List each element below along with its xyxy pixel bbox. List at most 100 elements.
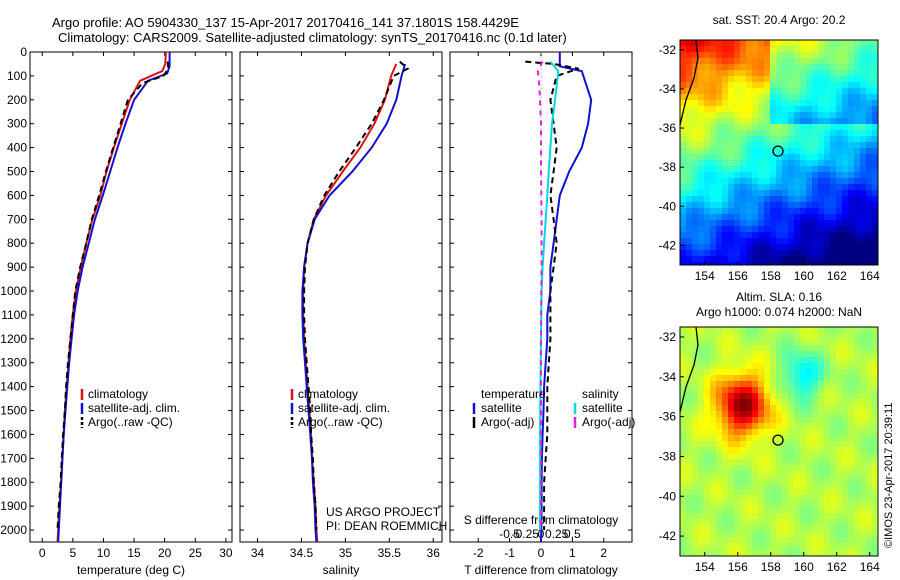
map-cell xyxy=(698,381,704,387)
map-cell xyxy=(782,64,788,70)
map-cell xyxy=(800,238,806,244)
map-cell xyxy=(686,477,692,483)
watermark: ©IMOS 23-Apr-2017 20:39:11 xyxy=(883,403,895,548)
map-cell xyxy=(872,387,878,393)
map-cell xyxy=(752,142,758,148)
map-cell xyxy=(860,238,866,244)
map-cell xyxy=(860,202,866,208)
map-cell xyxy=(872,453,878,459)
map-cell xyxy=(788,423,794,429)
map-cell xyxy=(764,256,770,262)
lat-tick-label: -40 xyxy=(659,199,677,213)
map-cell xyxy=(752,351,758,357)
map-cell xyxy=(710,477,716,483)
map-cell xyxy=(692,124,698,130)
map-cell xyxy=(794,52,800,58)
map-cell xyxy=(836,130,842,136)
map-cell xyxy=(812,166,818,172)
map-cell xyxy=(854,46,860,52)
map-cell xyxy=(734,160,740,166)
map-cell xyxy=(860,100,866,106)
map-cell xyxy=(692,477,698,483)
map-cell xyxy=(740,88,746,94)
map-cell xyxy=(812,357,818,363)
map-cell xyxy=(722,220,728,226)
map-cell xyxy=(686,142,692,148)
map-cell xyxy=(770,543,776,549)
map-cell xyxy=(716,393,722,399)
map-cell xyxy=(716,124,722,130)
map-cell xyxy=(788,82,794,88)
map-cell xyxy=(716,327,722,333)
map-cell xyxy=(788,244,794,250)
map-cell xyxy=(872,399,878,405)
map-cell xyxy=(770,58,776,64)
map-cell xyxy=(764,160,770,166)
map-cell xyxy=(758,172,764,178)
map-cell xyxy=(872,543,878,549)
map-cell xyxy=(794,118,800,124)
map-cell xyxy=(794,64,800,70)
map-cell xyxy=(824,417,830,423)
map-cell xyxy=(692,262,698,265)
map-cell xyxy=(686,196,692,202)
map-cell xyxy=(740,435,746,441)
map-cell xyxy=(710,76,716,82)
map-cell xyxy=(854,130,860,136)
map-cell xyxy=(794,549,800,555)
lat-tick-label: -42 xyxy=(659,529,677,543)
map-cell xyxy=(728,375,734,381)
map-cell xyxy=(710,339,716,345)
map-cell xyxy=(806,94,812,100)
map-cell xyxy=(842,100,848,106)
map-cell xyxy=(722,154,728,160)
map-cell xyxy=(746,543,752,549)
map-cell xyxy=(848,124,854,130)
map-cell xyxy=(686,339,692,345)
map-cell xyxy=(854,178,860,184)
map-cell xyxy=(818,477,824,483)
map-cell xyxy=(770,357,776,363)
map-cell xyxy=(776,333,782,339)
map-cell xyxy=(722,124,728,130)
map-cell xyxy=(812,489,818,495)
map-cell xyxy=(824,375,830,381)
map-cell xyxy=(734,453,740,459)
map-cell xyxy=(872,58,878,64)
map-cell xyxy=(728,226,734,232)
map-cell xyxy=(812,232,818,238)
map-cell xyxy=(734,405,740,411)
map-cell xyxy=(836,196,842,202)
map-cell xyxy=(770,495,776,501)
map-cell xyxy=(704,483,710,489)
map-cell xyxy=(866,202,872,208)
map-cell xyxy=(764,70,770,76)
map-cell xyxy=(752,256,758,262)
map-cell xyxy=(806,166,812,172)
map-cell xyxy=(698,238,704,244)
map-cell xyxy=(770,40,776,46)
map-cell xyxy=(836,525,842,531)
map-cell xyxy=(704,190,710,196)
map-cell xyxy=(806,429,812,435)
map-cell xyxy=(806,351,812,357)
map-cell xyxy=(806,327,812,333)
map-cell xyxy=(680,250,686,256)
map-cell xyxy=(698,100,704,106)
map-cell xyxy=(854,172,860,178)
map-cell xyxy=(782,214,788,220)
map-cell xyxy=(818,40,824,46)
map-cell xyxy=(698,369,704,375)
map-cell xyxy=(710,333,716,339)
map-cell xyxy=(740,399,746,405)
map-cell xyxy=(746,202,752,208)
map-cell xyxy=(698,339,704,345)
map-cell xyxy=(812,423,818,429)
map-cell xyxy=(764,531,770,537)
map-cell xyxy=(692,387,698,393)
map-cell xyxy=(824,58,830,64)
map-cell xyxy=(806,477,812,483)
map-cell xyxy=(752,417,758,423)
map-cell xyxy=(710,40,716,46)
